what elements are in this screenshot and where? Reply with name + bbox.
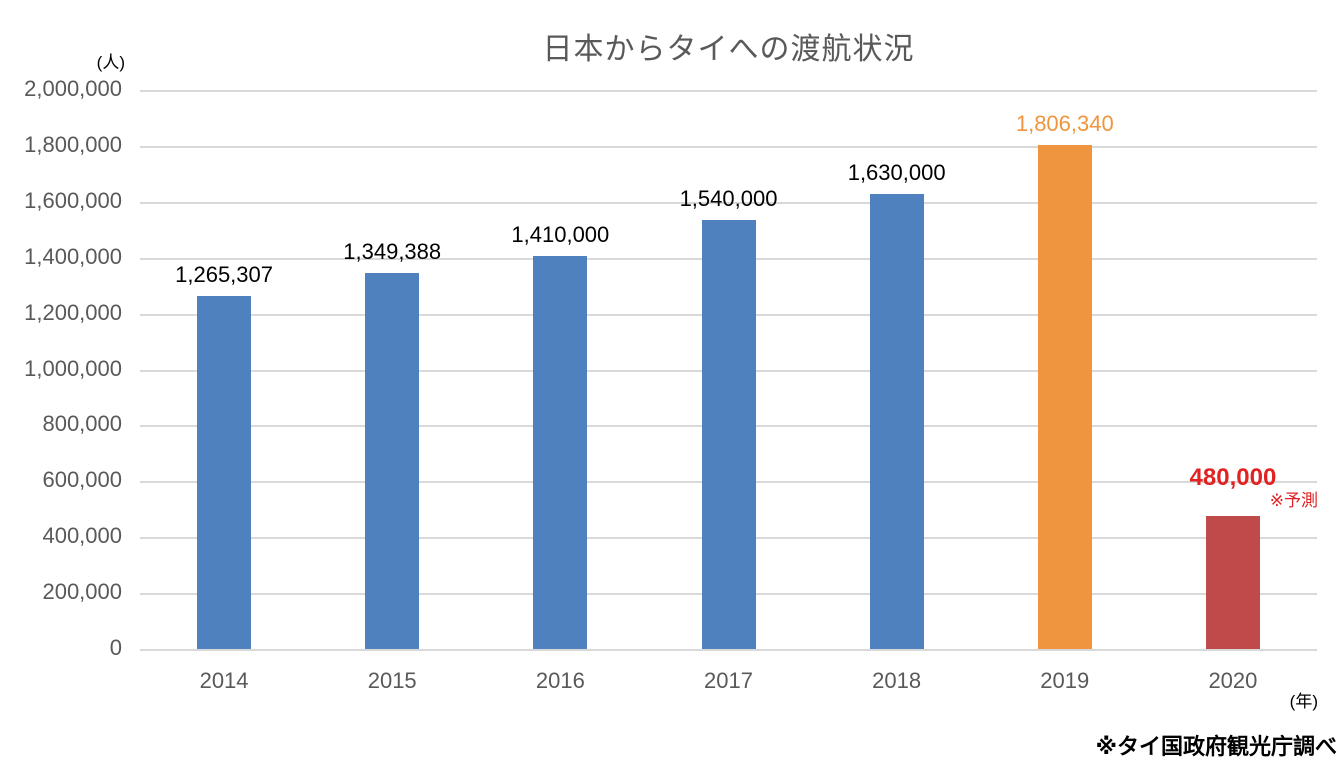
- x-tick-label-2016: 2016: [535, 668, 585, 693]
- y-tick-label-1,800,000: 1,800,000: [24, 131, 122, 157]
- bar-2017: [701, 219, 756, 650]
- x-tick-label-2018: 2018: [872, 668, 922, 693]
- x-tick-label-2017: 2017: [704, 668, 753, 693]
- plot-area: [140, 90, 1317, 651]
- bar-value-label-2015: 1,349,388: [343, 238, 442, 264]
- bar-2016: [533, 255, 588, 650]
- y-tick-label-0: 0: [109, 635, 122, 660]
- bar-2020: [1205, 515, 1260, 650]
- bar-value-label-2017: 1,540,000: [679, 185, 778, 211]
- x-axis-unit-label: (年): [1289, 692, 1318, 711]
- y-tick-label-400,000: 400,000: [42, 523, 122, 549]
- bar-2015: [365, 272, 420, 650]
- gridline-1,600,000: [140, 201, 1317, 204]
- source-note: ※タイ国政府観光庁調べ: [1095, 734, 1337, 759]
- bar-2019: [1037, 145, 1092, 650]
- y-tick-label-1,600,000: 1,600,000: [24, 187, 122, 213]
- bar-value-label-2020: 480,000: [1189, 463, 1277, 491]
- y-tick-label-800,000: 800,000: [42, 411, 122, 437]
- bar-value-label-2014: 1,265,307: [175, 262, 273, 288]
- y-tick-label-1,200,000: 1,200,000: [24, 299, 122, 325]
- forecast-note: ※予測: [1269, 491, 1318, 510]
- chart-title: 日本からタイへの渡航状況: [542, 33, 915, 66]
- x-axis-line: [140, 649, 1317, 651]
- bar-value-label-2018: 1,630,000: [847, 160, 946, 186]
- y-tick-label-2,000,000: 2,000,000: [24, 76, 122, 101]
- bar-2014: [197, 296, 252, 650]
- y-tick-label-600,000: 600,000: [42, 467, 122, 493]
- gridline-2,000,000: [140, 90, 1317, 92]
- bar-value-label-2016: 1,410,000: [511, 221, 610, 247]
- bar-2018: [869, 194, 924, 650]
- y-axis-unit-label: (人): [96, 53, 125, 72]
- y-tick-label-1,000,000: 1,000,000: [24, 355, 122, 381]
- x-tick-label-2014: 2014: [199, 668, 249, 693]
- gridline-1,800,000: [140, 145, 1317, 148]
- bar-value-label-2019: 1,806,340: [1015, 111, 1114, 137]
- x-tick-label-2019: 2019: [1040, 668, 1090, 693]
- y-tick-label-1,400,000: 1,400,000: [24, 243, 122, 269]
- x-tick-label-2020: 2020: [1208, 668, 1258, 693]
- y-tick-label-200,000: 200,000: [42, 579, 122, 605]
- x-tick-label-2015: 2015: [367, 668, 417, 693]
